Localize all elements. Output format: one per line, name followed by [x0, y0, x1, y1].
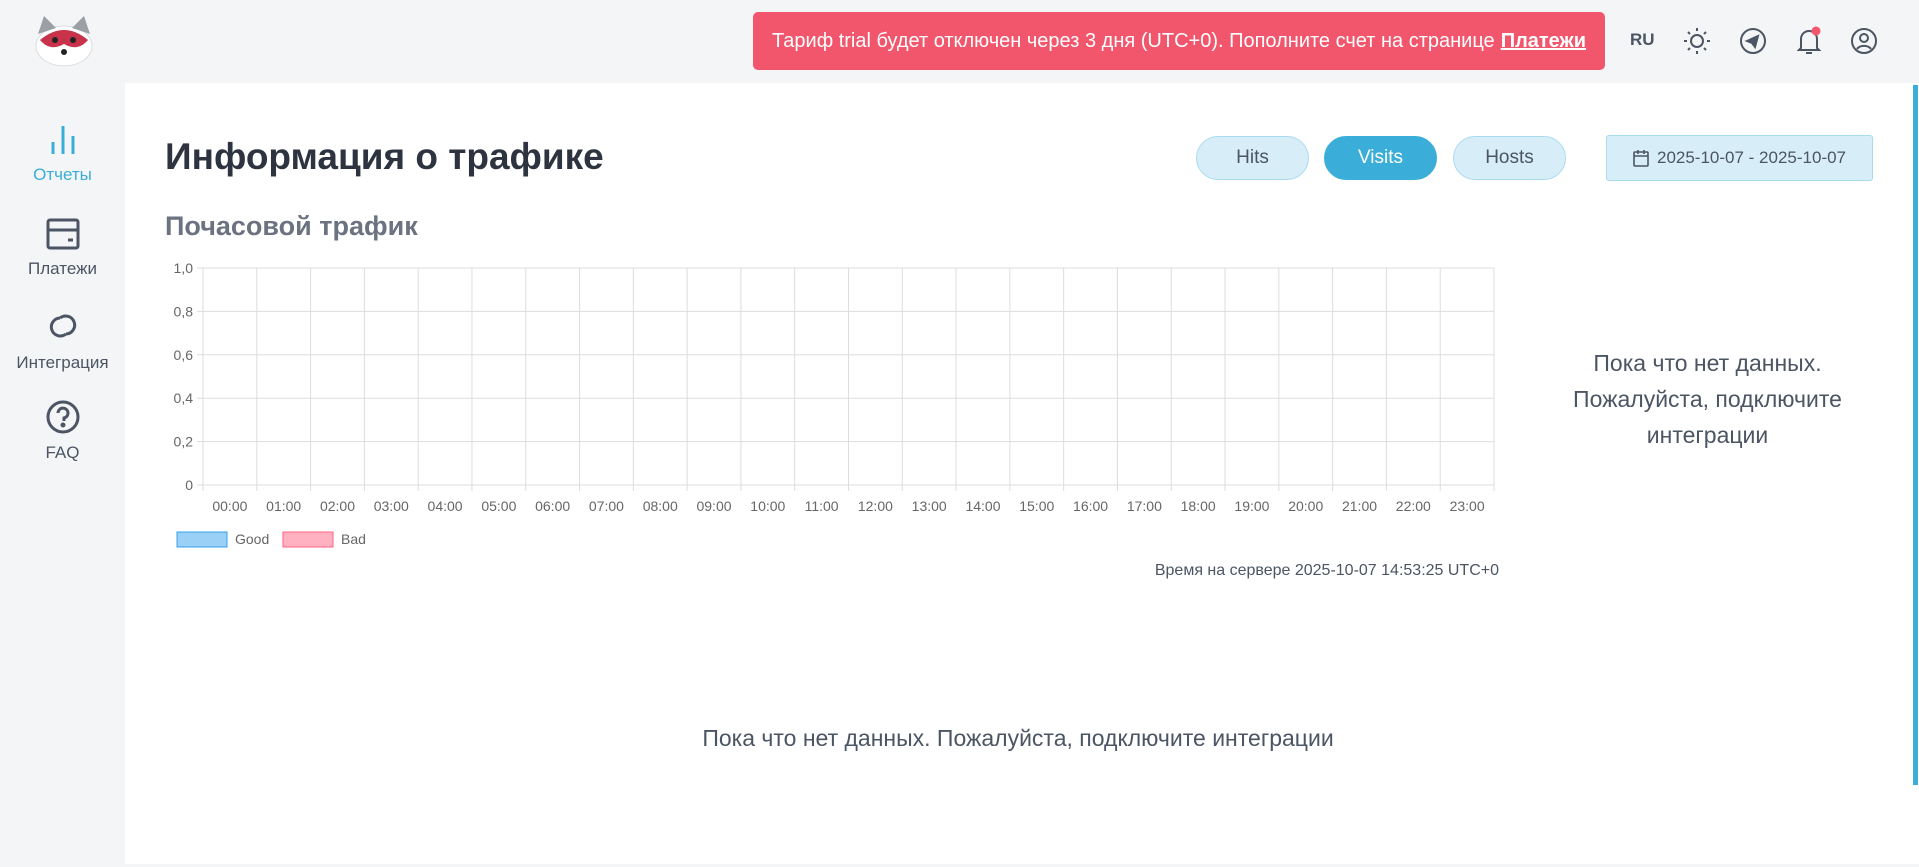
sidebar-item-label: Интеграция: [16, 353, 109, 372]
date-range-picker[interactable]: 2025-10-07 - 2025-10-07: [1606, 135, 1873, 181]
legend-label: Bad: [341, 531, 366, 547]
x-tick-label: 22:00: [1396, 498, 1431, 514]
question-icon: [46, 400, 79, 434]
y-tick-label: 0: [185, 477, 193, 493]
legend-swatch: [176, 531, 228, 548]
x-tick-label: 16:00: [1073, 498, 1108, 514]
tab-hosts[interactable]: Hosts: [1453, 136, 1566, 180]
raccoon-logo[interactable]: [28, 12, 100, 70]
section-title: Почасовой трафик: [165, 211, 418, 241]
x-tick-label: 04:00: [428, 498, 463, 514]
x-tick-label: 14:00: [965, 498, 1000, 514]
x-tick-label: 09:00: [696, 498, 731, 514]
tab-visits[interactable]: Visits: [1324, 136, 1437, 180]
x-tick-label: 15:00: [1019, 498, 1054, 514]
x-tick-label: 12:00: [858, 498, 893, 514]
x-tick-label: 03:00: [374, 498, 409, 514]
x-tick-label: 13:00: [912, 498, 947, 514]
bar-chart-icon: [51, 126, 74, 154]
x-tick-label: 10:00: [750, 498, 785, 514]
no-data-line: Пока что нет данных.: [1593, 350, 1822, 376]
x-tick-label: 19:00: [1234, 498, 1269, 514]
tab-hits[interactable]: Hits: [1196, 136, 1309, 180]
legend-swatch: [282, 531, 334, 548]
sidebar-item-payments[interactable]: Платежи: [0, 218, 125, 279]
y-tick-label: 1,0: [174, 260, 194, 276]
date-range-text: 2025-10-07 - 2025-10-07: [1656, 148, 1847, 167]
x-tick-label: 17:00: [1127, 498, 1162, 514]
user-icon[interactable]: [1849, 26, 1879, 56]
x-tick-label: 00:00: [212, 498, 247, 514]
no-data-side-message: Пока что нет данных. Пожалуйста, подключи…: [1530, 345, 1885, 453]
x-tick-label: 11:00: [805, 498, 839, 514]
y-tick-label: 0,8: [174, 303, 194, 319]
server-time: Время на сервере 2025-10-07 14:53:25 UTC…: [1154, 562, 1499, 579]
x-tick-label: 06:00: [535, 498, 570, 514]
no-data-bottom-message: Пока что нет данных. Пожалуйста, подключ…: [702, 725, 1334, 751]
x-tick-label: 18:00: [1181, 498, 1216, 514]
hourly-traffic-chart: 0 0,2 0,4 0,6 0,8 1,0 00:00 01:00 02:00 03:00 04:0…: [174, 260, 1495, 548]
sidebar-item-reports[interactable]: Отчеты: [0, 124, 125, 185]
trial-warning-banner: Тариф trial будет отключен через 3 дня (…: [753, 12, 1605, 70]
y-tick-label: 0,4: [174, 390, 194, 406]
no-data-line: интеграции: [1646, 422, 1769, 448]
main-content: [125, 83, 1919, 864]
sidebar-item-integration[interactable]: Интеграция: [0, 308, 125, 373]
payments-link[interactable]: Платежи: [1500, 29, 1587, 52]
y-tick-label: 0,2: [174, 434, 194, 450]
x-tick-label: 02:00: [320, 498, 355, 514]
x-tick-label: 20:00: [1288, 498, 1323, 514]
x-tick-label: 01:00: [266, 498, 301, 514]
calendar-icon: [1633, 150, 1649, 167]
x-tick-label: 23:00: [1450, 498, 1485, 514]
y-tick-label: 0,6: [174, 347, 194, 363]
sidebar-item-faq[interactable]: FAQ: [0, 400, 125, 463]
banner-text: Тариф trial будет отключен через 3 дня (…: [771, 29, 1495, 52]
page-title: Информация о трафике: [165, 136, 604, 177]
x-tick-label: 21:00: [1342, 498, 1377, 514]
sidebar-item-label: Платежи: [28, 259, 97, 278]
sidebar-item-label: FAQ: [45, 443, 80, 462]
no-data-line: Пожалуйста, подключите: [1573, 386, 1842, 412]
telegram-icon[interactable]: [1738, 26, 1768, 56]
card-icon: [46, 218, 79, 250]
sun-icon[interactable]: [1682, 26, 1712, 56]
x-tick-label: 07:00: [589, 498, 624, 514]
x-tick-label: 08:00: [643, 498, 678, 514]
legend-label: Good: [235, 531, 269, 547]
link-icon: [49, 314, 76, 338]
language-switch[interactable]: RU: [1630, 30, 1655, 49]
x-tick-label: 05:00: [481, 498, 516, 514]
sidebar-item-label: Отчеты: [33, 165, 92, 184]
scrollbar[interactable]: [1913, 85, 1918, 785]
bell-icon[interactable]: [1794, 26, 1824, 56]
